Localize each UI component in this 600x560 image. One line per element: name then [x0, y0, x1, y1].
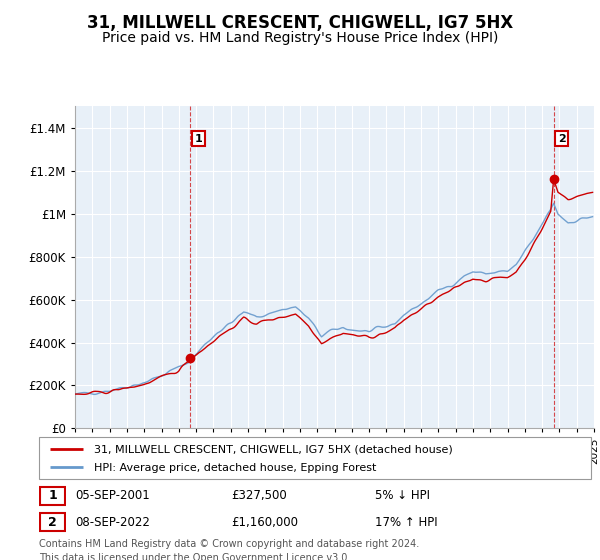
Text: £327,500: £327,500	[231, 489, 287, 502]
Text: 31, MILLWELL CRESCENT, CHIGWELL, IG7 5HX (detached house): 31, MILLWELL CRESCENT, CHIGWELL, IG7 5HX…	[94, 445, 453, 454]
Text: 2: 2	[48, 516, 57, 529]
Text: 1: 1	[194, 134, 202, 143]
Text: 31, MILLWELL CRESCENT, CHIGWELL, IG7 5HX: 31, MILLWELL CRESCENT, CHIGWELL, IG7 5HX	[87, 14, 513, 32]
Bar	[40, 514, 65, 531]
Text: 2: 2	[558, 134, 566, 143]
Text: 5% ↓ HPI: 5% ↓ HPI	[375, 489, 430, 502]
Text: 08-SEP-2022: 08-SEP-2022	[75, 516, 150, 529]
Text: Price paid vs. HM Land Registry's House Price Index (HPI): Price paid vs. HM Land Registry's House …	[102, 31, 498, 45]
Text: HPI: Average price, detached house, Epping Forest: HPI: Average price, detached house, Eppi…	[94, 463, 377, 473]
Text: £1,160,000: £1,160,000	[231, 516, 298, 529]
Text: 05-SEP-2001: 05-SEP-2001	[75, 489, 150, 502]
Text: 17% ↑ HPI: 17% ↑ HPI	[375, 516, 437, 529]
Bar	[40, 487, 65, 505]
Text: Contains HM Land Registry data © Crown copyright and database right 2024.: Contains HM Land Registry data © Crown c…	[39, 539, 419, 549]
Text: This data is licensed under the Open Government Licence v3.0.: This data is licensed under the Open Gov…	[39, 553, 350, 560]
Text: 1: 1	[48, 489, 57, 502]
